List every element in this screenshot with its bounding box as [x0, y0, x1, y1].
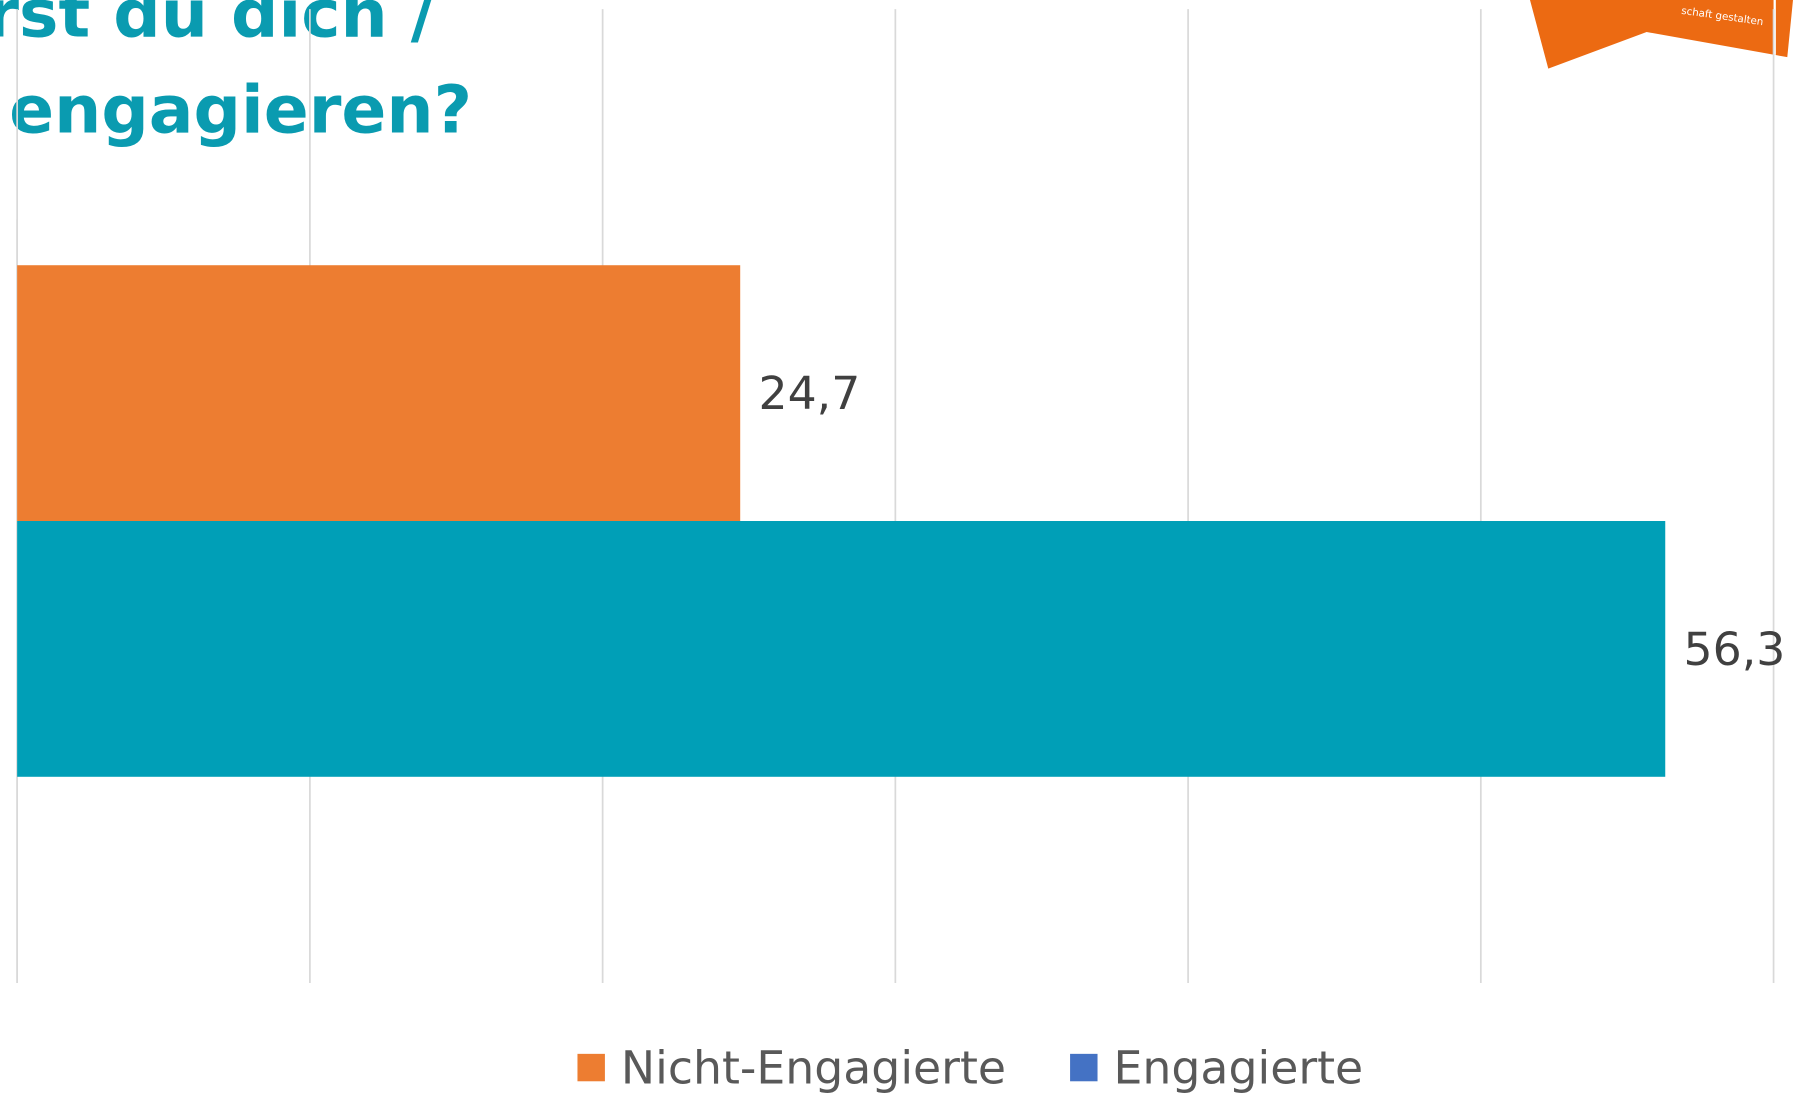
chart-title: engagieren?: [9, 71, 472, 149]
logo: [1529, 0, 1793, 69]
bar: [17, 521, 1666, 777]
chart-title: rst du dich /: [0, 0, 436, 53]
value-label: 56,3: [1684, 623, 1786, 676]
value-label: 24,7: [759, 367, 861, 420]
legend-label: Engagierte: [1114, 1042, 1364, 1095]
legend-swatch: [577, 1053, 605, 1082]
bar: [17, 265, 741, 522]
legend-label: Nicht-Engagierte: [621, 1042, 1006, 1095]
legend-swatch: [1070, 1053, 1098, 1082]
